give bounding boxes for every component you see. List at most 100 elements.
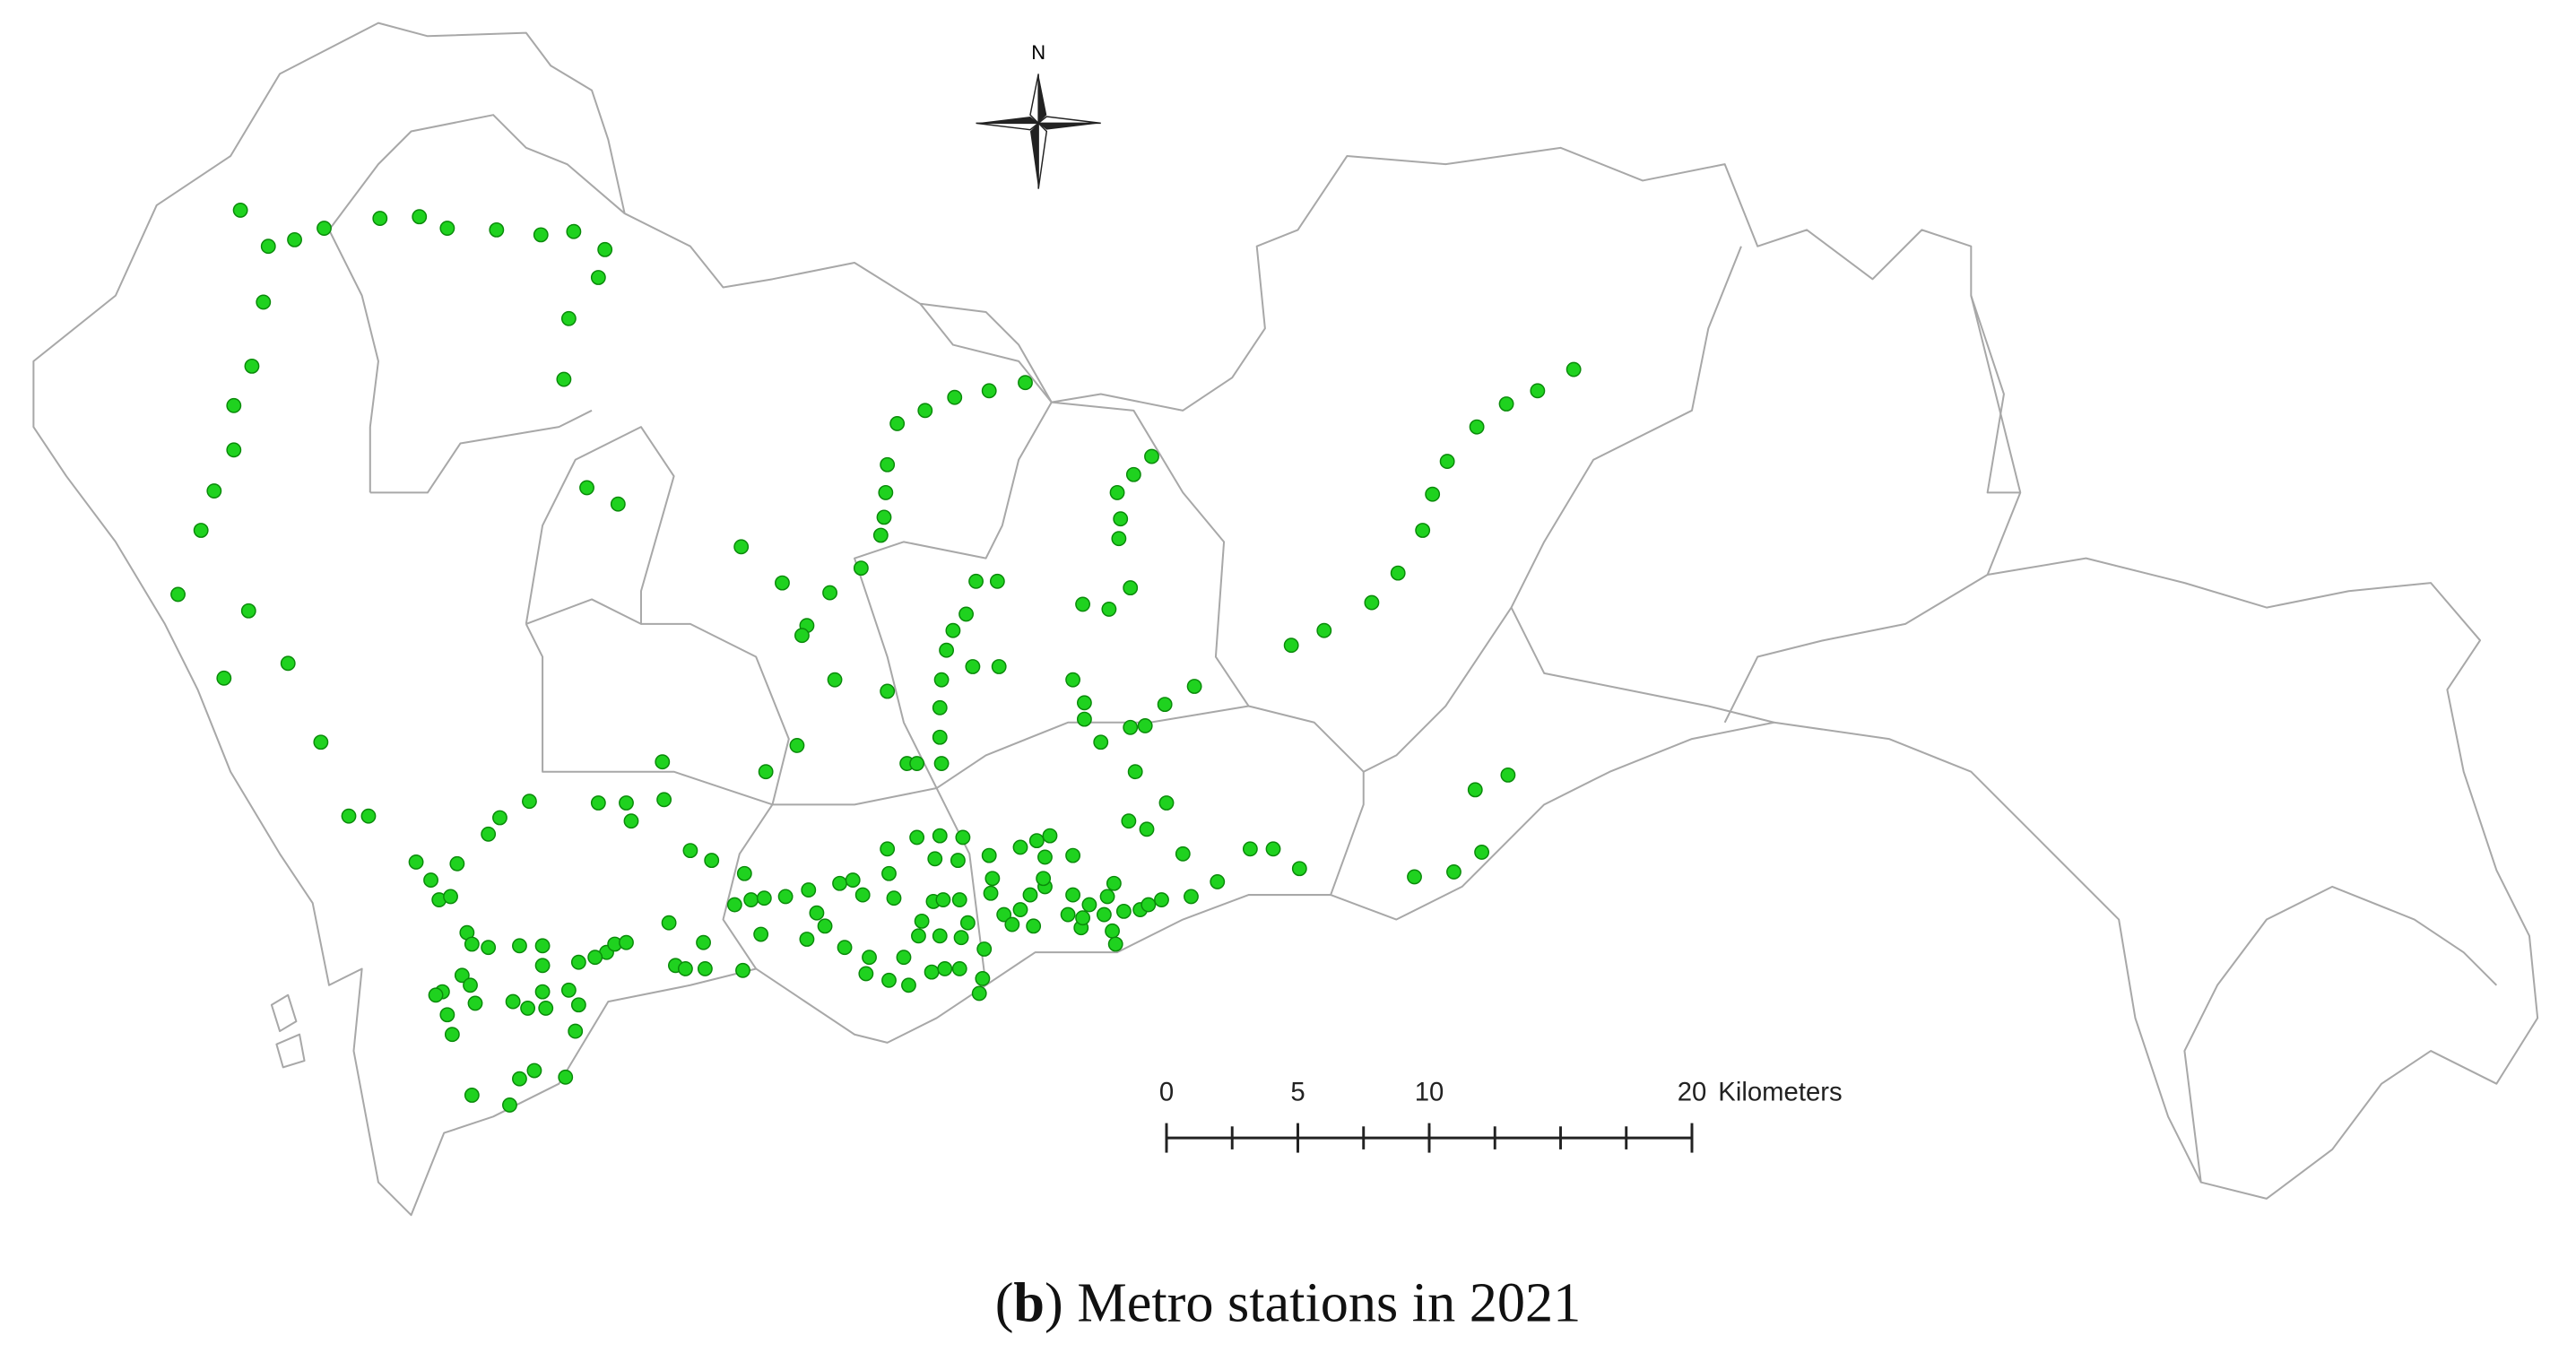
station: [1210, 873, 1226, 889]
station: [876, 509, 892, 525]
district-boundary: [2183, 885, 2498, 1183]
station: [1265, 841, 1281, 857]
station: [1158, 795, 1175, 811]
station: [1106, 875, 1122, 891]
station: [360, 808, 377, 824]
station: [568, 1023, 584, 1039]
station: [827, 672, 843, 688]
station: [1026, 918, 1042, 934]
station: [560, 310, 577, 326]
station: [958, 606, 974, 622]
station: [927, 851, 943, 867]
station: [1157, 697, 1173, 713]
station: [1012, 839, 1028, 855]
station: [489, 221, 505, 238]
arrow-part: [1029, 74, 1039, 126]
station: [533, 227, 549, 243]
station: [984, 871, 1001, 887]
station: [981, 383, 997, 399]
station: [809, 905, 825, 921]
station: [937, 961, 953, 976]
station: [412, 209, 428, 225]
station: [1093, 734, 1109, 750]
station: [463, 977, 478, 993]
station: [1115, 903, 1132, 919]
station: [1139, 821, 1155, 837]
station: [1184, 889, 1199, 905]
station: [317, 221, 332, 236]
station: [280, 655, 296, 672]
scale-tick-label: 10: [1415, 1077, 1444, 1106]
arrow-part: [1036, 116, 1101, 125]
station: [193, 523, 209, 538]
station: [1113, 511, 1129, 527]
station: [1111, 531, 1127, 547]
station: [853, 560, 869, 577]
station: [240, 603, 256, 619]
station: [1154, 892, 1169, 907]
station: [872, 527, 889, 543]
station: [534, 984, 551, 1000]
station: [743, 892, 759, 907]
station: [1028, 833, 1045, 849]
station: [1439, 454, 1455, 470]
station: [756, 890, 772, 906]
station: [619, 795, 634, 811]
station: [570, 954, 586, 970]
station: [682, 843, 698, 859]
station: [1076, 695, 1092, 711]
station: [837, 940, 853, 956]
station: [953, 930, 969, 946]
station: [1107, 936, 1123, 952]
station: [696, 934, 711, 950]
scale-tick-label: 20: [1678, 1077, 1707, 1106]
arrow-part: [1037, 121, 1048, 189]
station: [965, 659, 981, 674]
district-boundary: [1363, 246, 2021, 773]
station: [512, 1071, 527, 1087]
station: [886, 890, 902, 906]
station: [1141, 897, 1157, 913]
station: [372, 211, 388, 226]
station: [439, 221, 455, 236]
district-boundary: [640, 622, 790, 970]
station: [232, 202, 248, 218]
station: [1283, 637, 1299, 654]
station: [909, 756, 925, 771]
station: [1075, 596, 1091, 612]
station: [313, 734, 329, 750]
station: [983, 885, 999, 901]
station: [439, 1007, 455, 1023]
station: [1105, 923, 1120, 939]
station: [502, 1097, 517, 1113]
station: [1144, 448, 1159, 464]
station: [226, 442, 242, 458]
station: [996, 906, 1012, 923]
station: [623, 813, 639, 829]
station: [881, 865, 897, 881]
station: [1075, 910, 1091, 926]
station: [1022, 887, 1038, 903]
station: [1530, 383, 1546, 399]
station: [206, 483, 222, 499]
station: [950, 853, 966, 869]
station: [1316, 622, 1332, 638]
station: [1415, 523, 1431, 538]
scale-tick-label: 0: [1159, 1077, 1174, 1106]
caption-part: (: [995, 1273, 1014, 1334]
station: [1037, 849, 1053, 865]
station: [1469, 419, 1485, 435]
district-boundary: [1051, 401, 1250, 707]
station: [789, 737, 805, 753]
station: [880, 841, 896, 857]
scale-unit: Kilometers: [1718, 1077, 1842, 1106]
station: [968, 573, 984, 589]
station: [226, 397, 242, 413]
station: [1186, 679, 1202, 694]
station: [341, 808, 357, 824]
station: [522, 794, 537, 810]
station: [951, 961, 967, 976]
station: [753, 926, 769, 942]
station: [1121, 813, 1137, 829]
